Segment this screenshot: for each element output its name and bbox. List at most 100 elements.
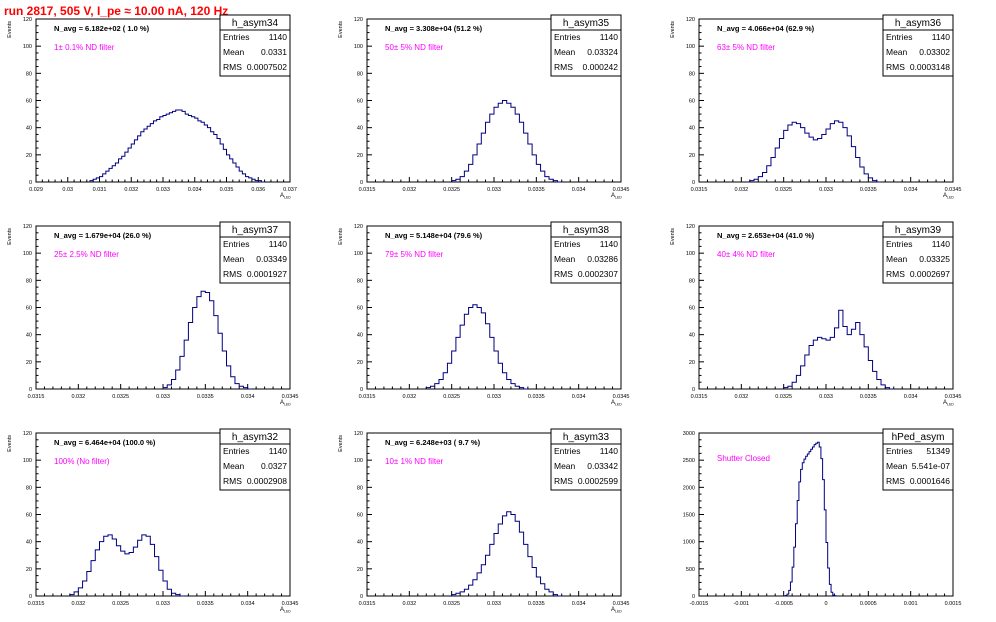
stats-box bbox=[219, 14, 291, 77]
stats-value: 0.03302 bbox=[919, 47, 950, 57]
x-tick-label: 0.0335 bbox=[528, 601, 545, 607]
x-tick-label: 0.0315 bbox=[359, 601, 376, 607]
x-tick-label: 0.0345 bbox=[613, 187, 630, 193]
stats-value: 0.0002599 bbox=[578, 476, 618, 486]
y-tick-label: 40 bbox=[26, 333, 32, 339]
y-tick-label: 0 bbox=[360, 180, 363, 186]
stats-label: Mean bbox=[554, 254, 576, 264]
stats-value: 1140 bbox=[269, 32, 288, 42]
histogram-panel-h_asym34: 0.029 0.03 0.031 0.032 0.033 0.034 0.035 0.036 0… bbox=[7, 14, 297, 200]
x-tick-label: 0.033 bbox=[819, 187, 833, 193]
navg-label: N_avg = 2.653e+04 (41.0 %) bbox=[717, 231, 815, 240]
x-tick-label: 0.0315 bbox=[691, 394, 708, 400]
stats-label: Mean bbox=[886, 254, 908, 264]
y-tick-label: 20 bbox=[357, 360, 363, 366]
stats-value: 1140 bbox=[932, 239, 951, 249]
x-tick-label: 0.0345 bbox=[613, 394, 630, 400]
histogram-line bbox=[451, 511, 562, 597]
stats-value: 1140 bbox=[269, 239, 288, 249]
x-tick-label: 0.0325 bbox=[112, 601, 129, 607]
navg-label: N_avg = 5.148e+04 (79.6 %) bbox=[385, 231, 483, 240]
stats-box bbox=[219, 428, 291, 491]
x-tick-label: 0.033 bbox=[487, 187, 501, 193]
stats-label: RMS bbox=[223, 269, 242, 279]
x-tick-label: 0.0325 bbox=[443, 394, 460, 400]
y-tick-label: 80 bbox=[357, 485, 363, 491]
stats-label: Mean bbox=[554, 461, 576, 471]
histogram-panel-h_asym38: 0.0315 0.032 0.0325 0.033 0.0335 0.034 0.0345 0… bbox=[338, 221, 630, 407]
x-tick-label: 0.0345 bbox=[613, 601, 630, 607]
y-tick-label: 0 bbox=[29, 180, 32, 186]
x-tick-label: 0.0315 bbox=[28, 394, 45, 400]
stats-box bbox=[882, 14, 954, 77]
stats-box bbox=[219, 221, 291, 284]
x-tick-label: 0.0315 bbox=[28, 601, 45, 607]
x-tick-label: 0.033 bbox=[156, 601, 170, 607]
y-tick-label: 0 bbox=[360, 594, 363, 600]
stats-label: Entries bbox=[554, 32, 580, 42]
x-tick-label: 0.0015 bbox=[945, 601, 962, 607]
stats-title: h_asym34 bbox=[232, 18, 279, 29]
x-tick-label: 0.032 bbox=[402, 187, 416, 193]
y-tick-label: 1000 bbox=[683, 540, 695, 546]
navg-label: N_avg = 6.182e+02 ( 1.0 %) bbox=[54, 24, 150, 33]
y-tick-label: 120 bbox=[354, 431, 363, 437]
x-tick-label: 0.001 bbox=[904, 601, 918, 607]
stats-label: RMS bbox=[886, 62, 905, 72]
y-tick-label: 2500 bbox=[683, 458, 695, 464]
y-tick-label: 20 bbox=[26, 153, 32, 159]
x-tick-label: -0.0015 bbox=[690, 601, 709, 607]
y-tick-label: 20 bbox=[689, 360, 695, 366]
x-tick-label: 0.0345 bbox=[282, 601, 299, 607]
y-tick-label: 2000 bbox=[683, 485, 695, 491]
stats-label: Entries bbox=[223, 239, 249, 249]
y-tick-label: 60 bbox=[26, 513, 32, 519]
y-tick-label: 3000 bbox=[683, 431, 695, 437]
x-tick-label: 0.035 bbox=[220, 187, 234, 193]
histogram-line bbox=[162, 290, 252, 390]
stats-value: 0.0003148 bbox=[910, 62, 950, 72]
x-axis-title: ALED bbox=[280, 400, 291, 407]
x-tick-label: 0.033 bbox=[156, 394, 170, 400]
stats-title: h_asym33 bbox=[563, 432, 610, 443]
navg-label: N_avg = 6.464e+04 (100.0 %) bbox=[54, 438, 156, 447]
x-tick-label: 0.0335 bbox=[197, 394, 214, 400]
y-tick-label: 120 bbox=[686, 17, 695, 23]
histogram-line bbox=[89, 109, 265, 183]
stats-value: 0.0001927 bbox=[247, 269, 287, 279]
y-tick-label: 0 bbox=[29, 387, 32, 393]
y-tick-label: 120 bbox=[354, 224, 363, 230]
x-tick-label: 0.0315 bbox=[359, 187, 376, 193]
filter-label: 25± 2.5% ND filter bbox=[54, 250, 119, 259]
y-tick-label: 0 bbox=[692, 180, 695, 186]
stats-title: h_asym36 bbox=[895, 18, 942, 29]
y-tick-label: 100 bbox=[686, 44, 695, 50]
histogram-panel-h_asym37: 0.0315 0.032 0.0325 0.033 0.0335 0.034 0.0345 0… bbox=[7, 221, 299, 407]
y-axis-title: Events bbox=[338, 228, 344, 245]
x-tick-label: 0.0005 bbox=[860, 601, 877, 607]
x-tick-label: 0.0345 bbox=[282, 394, 299, 400]
x-axis-title: ALED bbox=[280, 193, 291, 200]
y-axis-title: Events bbox=[7, 435, 13, 452]
y-axis-title: Events bbox=[338, 435, 344, 452]
stats-value: 0.03324 bbox=[587, 47, 618, 57]
stats-label: Entries bbox=[554, 446, 580, 456]
stats-box bbox=[882, 428, 954, 491]
y-tick-label: 80 bbox=[26, 278, 32, 284]
x-tick-label: 0.033 bbox=[819, 394, 833, 400]
y-tick-label: 0 bbox=[692, 594, 695, 600]
stats-label: RMS bbox=[886, 269, 905, 279]
histogram-line bbox=[783, 441, 838, 597]
histogram-line bbox=[749, 120, 882, 183]
stats-value: 0.03286 bbox=[587, 254, 618, 264]
stats-value: 0.03342 bbox=[587, 461, 618, 471]
y-tick-label: 40 bbox=[26, 540, 32, 546]
y-tick-label: 20 bbox=[357, 153, 363, 159]
filter-label: Shutter Closed bbox=[717, 454, 770, 463]
x-tick-label: 0.0315 bbox=[359, 394, 376, 400]
y-tick-label: 60 bbox=[357, 513, 363, 519]
histogram-line bbox=[451, 100, 562, 183]
stats-title: h_asym32 bbox=[232, 432, 279, 443]
stats-value: 0.0002908 bbox=[247, 476, 287, 486]
x-tick-label: 0.034 bbox=[188, 187, 202, 193]
